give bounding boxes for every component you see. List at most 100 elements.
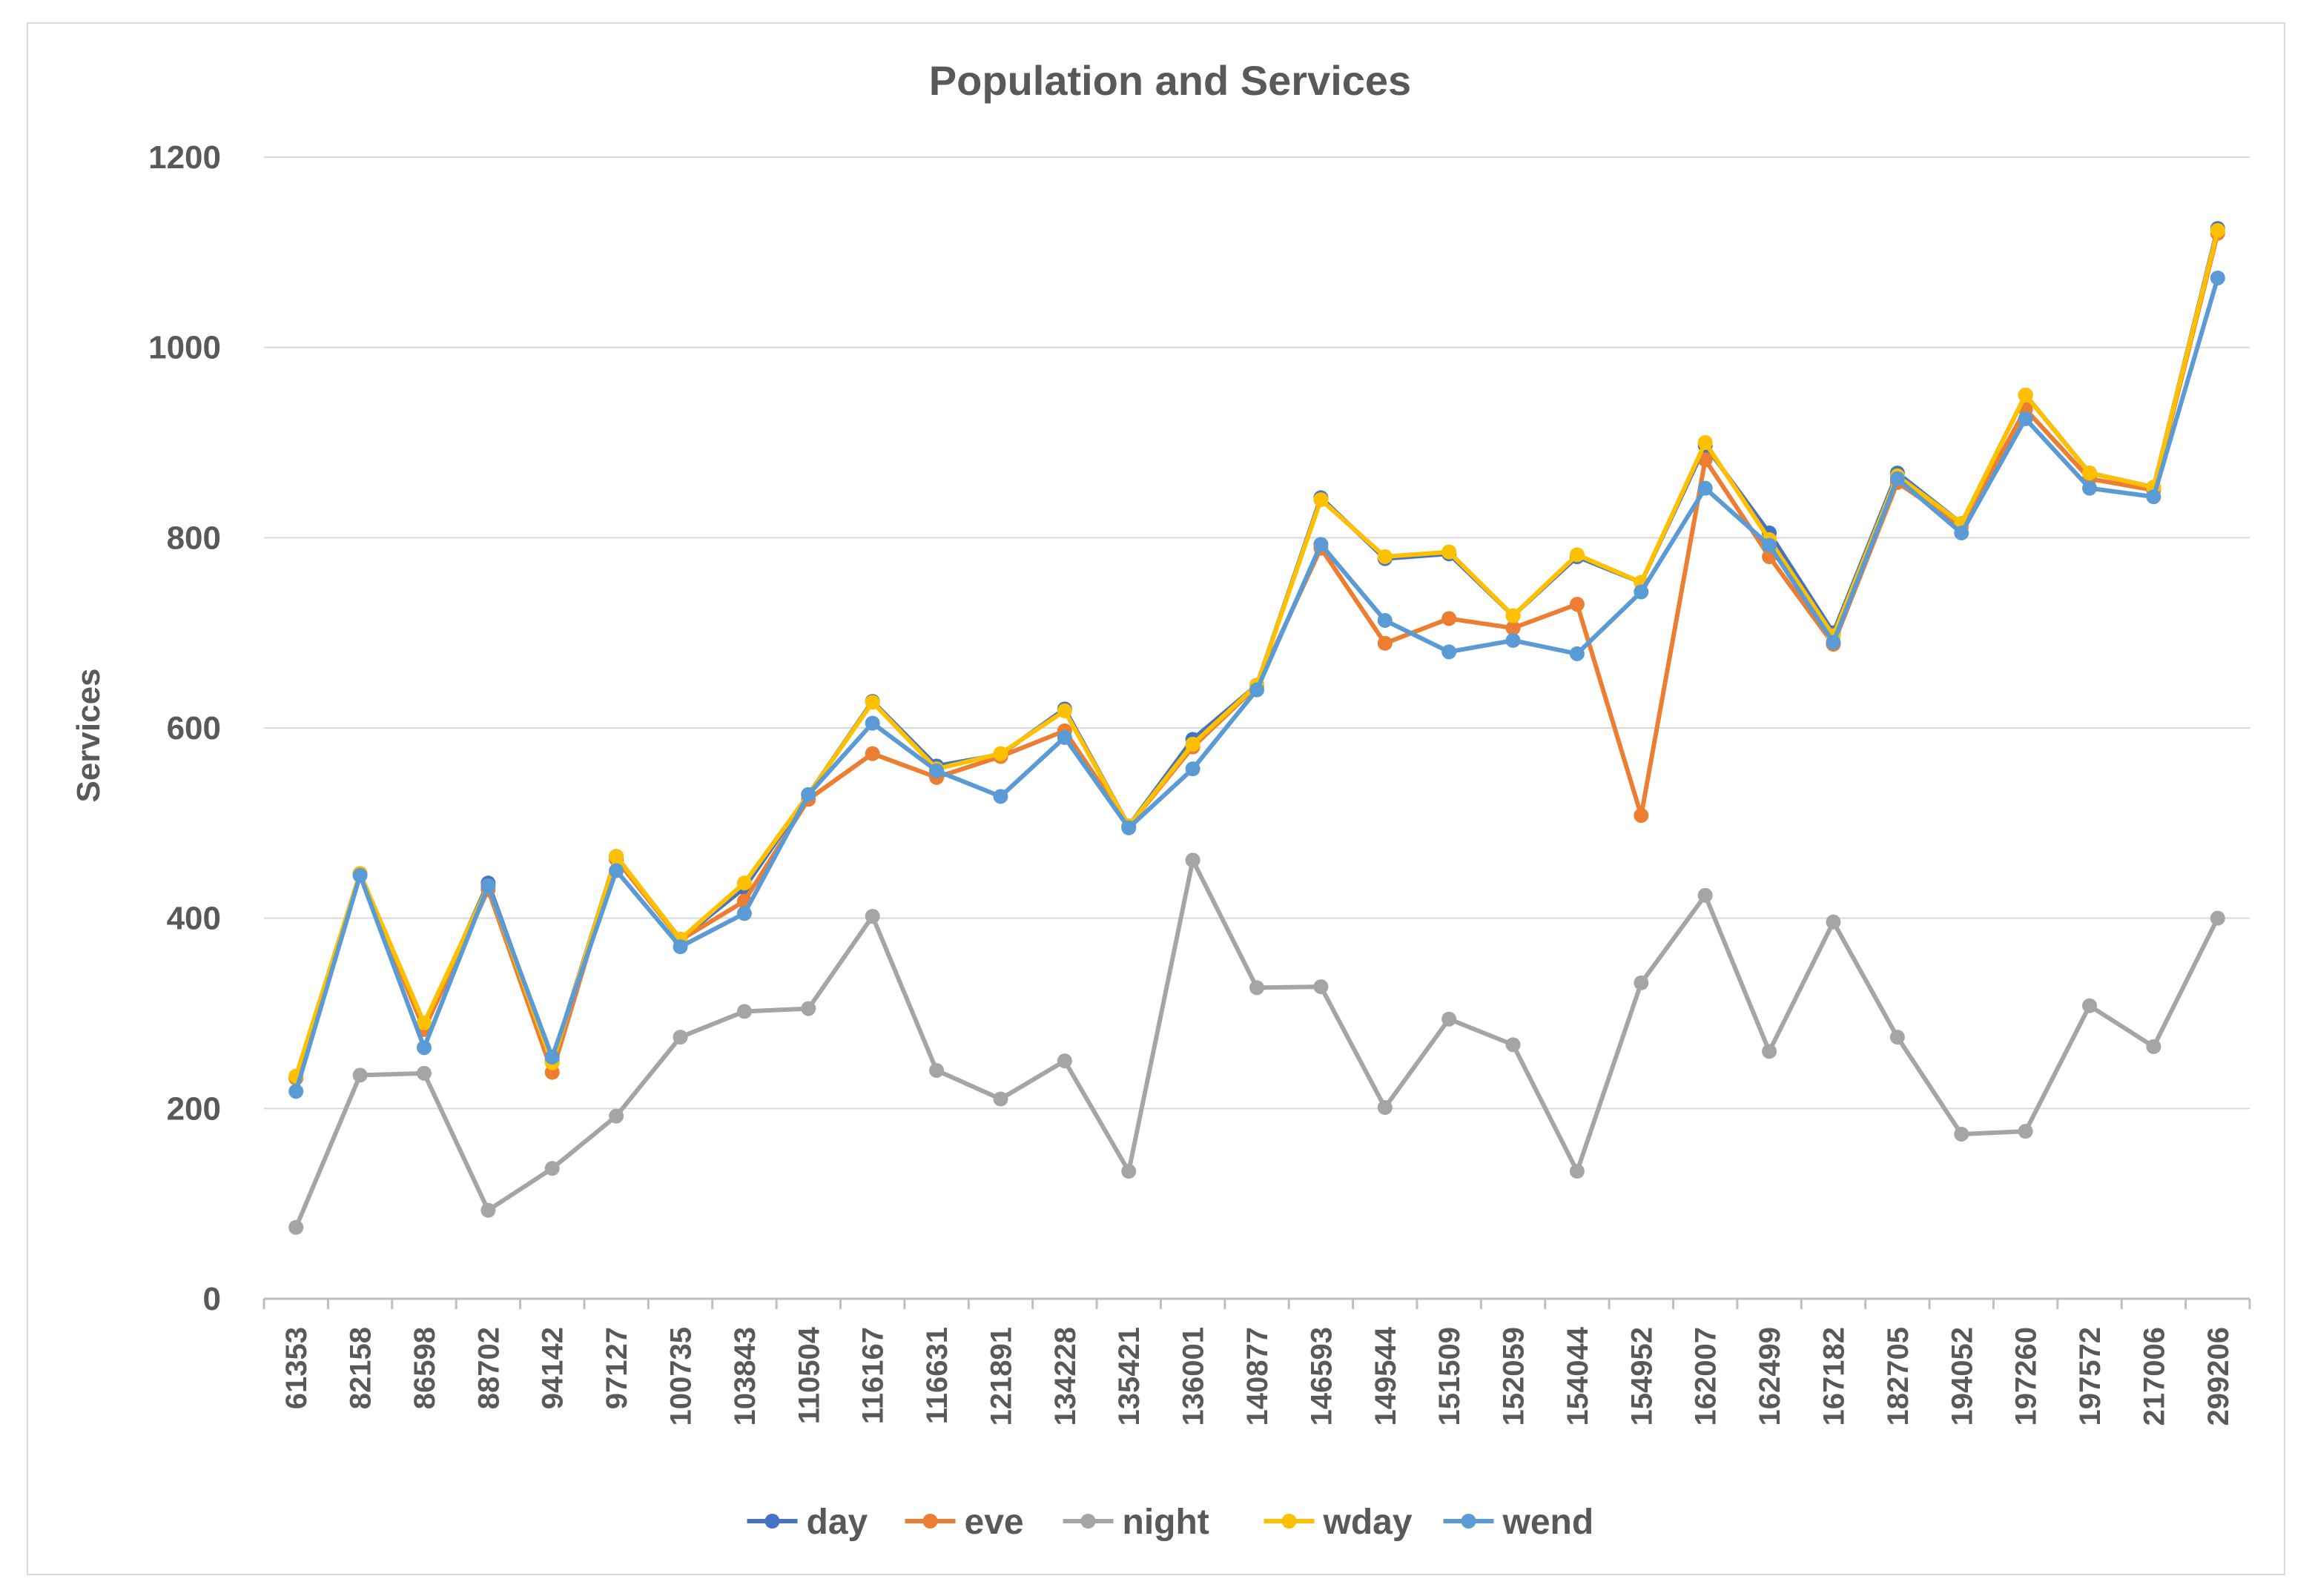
data-point-night xyxy=(352,1067,368,1083)
data-point-night xyxy=(1249,980,1264,996)
data-point-eve xyxy=(1441,611,1457,626)
data-point-wend xyxy=(993,789,1008,804)
data-point-wday xyxy=(2018,387,2033,403)
x-tick-label: 121891 xyxy=(985,1327,1017,1426)
data-point-wend xyxy=(1954,525,1969,540)
data-point-wday xyxy=(736,875,752,891)
x-tick-label: 167182 xyxy=(1817,1327,1850,1426)
data-point-night xyxy=(1057,1053,1072,1069)
y-tick-label: 800 xyxy=(167,520,221,556)
data-point-night xyxy=(1634,975,1649,990)
data-point-wday xyxy=(416,1015,432,1030)
data-point-night xyxy=(1889,1030,1905,1045)
data-point-wend xyxy=(1697,480,1713,496)
legend-swatch-marker xyxy=(922,1514,938,1529)
data-point-eve xyxy=(1377,635,1393,651)
data-point-eve xyxy=(1634,808,1649,824)
data-point-night xyxy=(480,1202,496,1218)
y-axis-ticks: 0 200 400 600 800 1000 1200 xyxy=(148,139,221,1317)
data-point-wend xyxy=(1889,471,1905,486)
data-point-night xyxy=(1826,914,1841,930)
data-point-wend xyxy=(673,939,688,955)
x-tick-label: 94142 xyxy=(537,1327,569,1409)
x-tick-label: 197572 xyxy=(2074,1327,2107,1426)
data-point-eve xyxy=(865,746,880,761)
legend-swatch-marker xyxy=(1461,1514,1476,1529)
data-point-wend xyxy=(1569,646,1585,661)
legend-label: wend xyxy=(1502,1503,1594,1542)
y-tick-label: 0 xyxy=(203,1281,221,1317)
data-point-wend xyxy=(1057,729,1072,745)
data-point-eve xyxy=(1505,620,1521,636)
x-tick-label: 140877 xyxy=(1241,1327,1274,1426)
y-tick-label: 600 xyxy=(167,710,221,746)
legend-item-day: day xyxy=(747,1503,868,1542)
x-tick-label: 61353 xyxy=(280,1327,313,1409)
legend-swatch-marker xyxy=(1281,1514,1297,1529)
y-tick-label: 1200 xyxy=(148,139,221,176)
data-point-night xyxy=(929,1063,945,1078)
x-tick-label: 136001 xyxy=(1178,1327,1210,1426)
data-point-wend xyxy=(1762,537,1777,553)
data-point-night xyxy=(1505,1037,1521,1053)
x-tick-label: 162007 xyxy=(1690,1327,1723,1426)
x-tick-label: 146593 xyxy=(1305,1327,1338,1426)
data-point-wday xyxy=(1697,435,1713,450)
data-point-wday xyxy=(1441,544,1457,560)
data-point-night xyxy=(2082,998,2098,1013)
x-tick-label: 151509 xyxy=(1433,1327,1466,1426)
series-wend xyxy=(288,270,2225,1099)
x-tick-label: 299206 xyxy=(2202,1327,2235,1426)
data-point-wend xyxy=(544,1050,560,1065)
x-axis-ticks: 61353 82158 86598 88702 94142 97127 100735 1038… xyxy=(262,1299,2251,1426)
data-point-wend xyxy=(1185,761,1200,777)
data-point-wend xyxy=(480,878,496,894)
data-point-wday xyxy=(2210,222,2225,238)
legend-label: day xyxy=(807,1503,868,1542)
line-chart: Population and Services Services 0 200 400… xyxy=(70,57,2251,1542)
data-point-night xyxy=(544,1161,560,1176)
legend-item-wend: wend xyxy=(1443,1503,1594,1542)
y-tick-label: 200 xyxy=(167,1090,221,1127)
x-tick-label: 152059 xyxy=(1498,1327,1530,1426)
data-point-wday xyxy=(1057,703,1072,718)
data-point-wend xyxy=(2018,411,2033,426)
x-tick-label: 197260 xyxy=(2010,1327,2043,1426)
data-point-night xyxy=(1569,1164,1585,1179)
x-tick-label: 134228 xyxy=(1049,1327,1082,1426)
x-tick-label: 182705 xyxy=(1882,1327,1915,1426)
data-point-wday xyxy=(1569,547,1585,563)
legend-item-night: night xyxy=(1063,1503,1209,1542)
legend-item-wday: wday xyxy=(1264,1503,1413,1542)
data-point-night xyxy=(1697,887,1713,903)
chart-title: Population and Services xyxy=(929,57,1411,104)
data-point-wday xyxy=(865,695,880,710)
legend-label: wday xyxy=(1323,1503,1413,1542)
data-point-wday xyxy=(2082,466,2098,481)
x-tick-label: 88702 xyxy=(472,1327,505,1409)
x-tick-label: 100735 xyxy=(665,1327,698,1426)
y-tick-label: 1000 xyxy=(148,330,221,366)
data-point-wend xyxy=(736,906,752,921)
data-point-night xyxy=(416,1065,432,1081)
x-tick-label: 154044 xyxy=(1562,1326,1594,1426)
data-point-night xyxy=(609,1108,624,1124)
x-tick-label: 217006 xyxy=(2138,1327,2170,1426)
data-point-wend xyxy=(2082,480,2098,496)
x-tick-label: 194052 xyxy=(1946,1327,1978,1426)
x-tick-label: 149544 xyxy=(1370,1326,1402,1426)
data-point-wday xyxy=(609,849,624,864)
data-point-night xyxy=(2210,910,2225,926)
legend: day eve night wday wend xyxy=(747,1503,1594,1542)
series-wday xyxy=(288,222,2225,1084)
x-tick-label: 116167 xyxy=(857,1327,890,1424)
data-point-night xyxy=(736,1004,752,1019)
legend-label: eve xyxy=(965,1503,1024,1542)
data-point-night xyxy=(1313,979,1329,995)
series-eve xyxy=(288,225,2225,1086)
data-point-wend xyxy=(1377,612,1393,628)
data-point-wend xyxy=(1634,584,1649,600)
data-point-wday xyxy=(1505,608,1521,623)
legend-swatch-marker xyxy=(764,1514,780,1529)
data-point-wend xyxy=(1826,635,1841,650)
